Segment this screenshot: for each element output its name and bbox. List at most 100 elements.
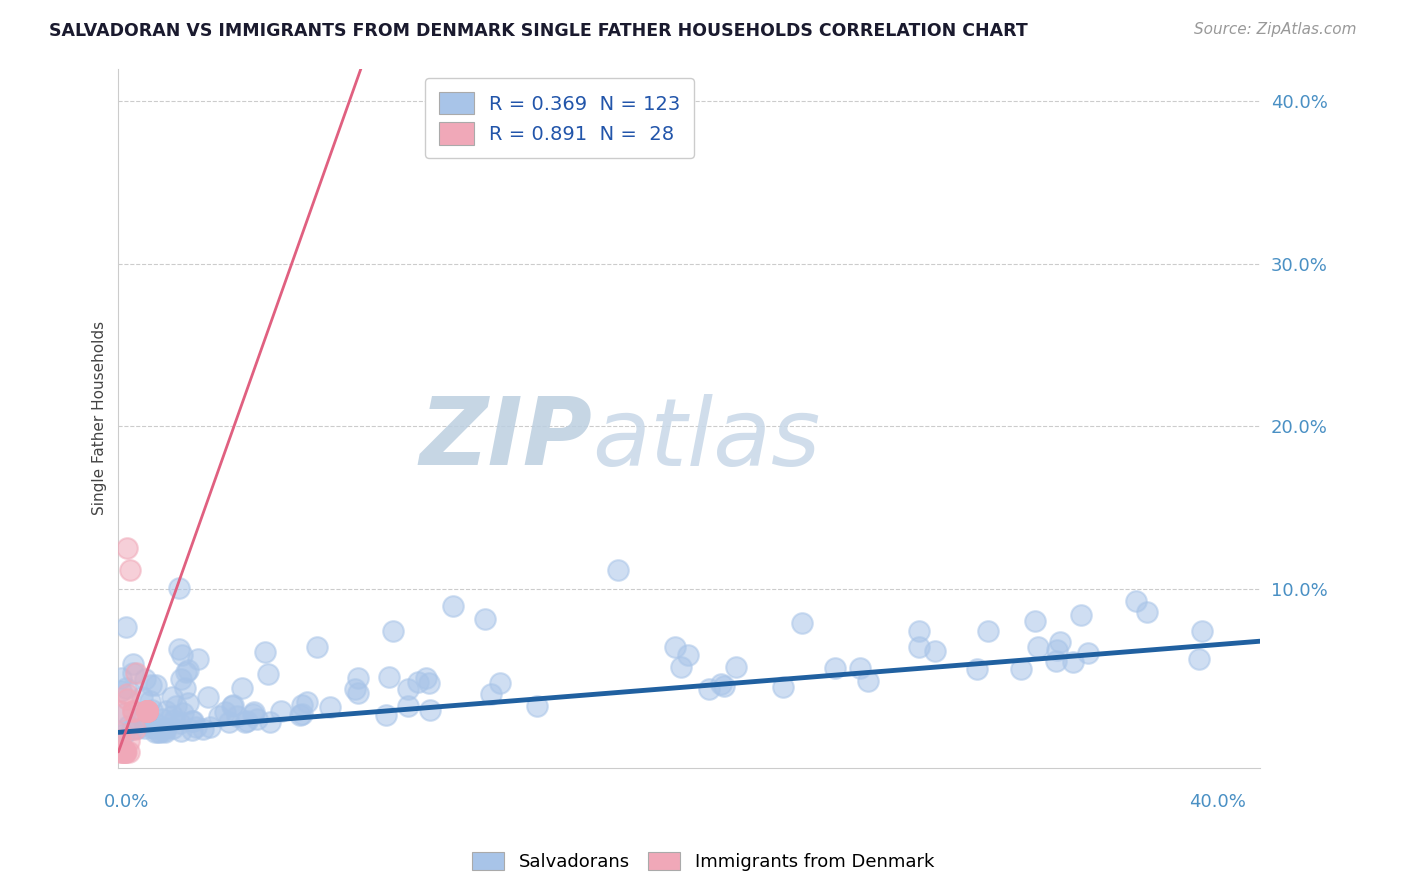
Point (173, 681, 195, 695)
Point (856, 674, 879, 689)
Point (136, 704, 159, 718)
Point (153, 723, 176, 738)
Point (169, 716, 191, 731)
Point (174, 665, 197, 679)
Point (118, 745, 141, 759)
Point (136, 704, 159, 718)
Point (977, 624, 1000, 638)
Point (153, 724, 176, 739)
Point (1077, 646, 1099, 660)
Point (246, 712, 269, 726)
Point (236, 714, 259, 728)
Point (143, 725, 166, 739)
Point (242, 706, 264, 721)
Point (146, 724, 169, 739)
Point (305, 640, 328, 654)
Text: 40.0%: 40.0% (1188, 793, 1246, 811)
Point (114, 745, 136, 759)
Point (257, 666, 280, 681)
Point (697, 682, 720, 697)
Point (488, 676, 510, 690)
Point (233, 714, 256, 729)
Point (139, 678, 162, 692)
Point (181, 723, 204, 737)
Point (344, 681, 367, 696)
Point (669, 660, 692, 674)
Point (141, 703, 163, 717)
Point (163, 713, 186, 727)
Point (187, 652, 209, 666)
Point (824, 661, 846, 675)
Point (112, 743, 135, 757)
Point (710, 676, 733, 690)
Point (172, 648, 194, 662)
Point (121, 704, 143, 718)
Point (218, 715, 240, 730)
Point (115, 541, 138, 556)
Point (118, 734, 141, 748)
Point (181, 714, 204, 729)
Point (676, 648, 699, 662)
Point (153, 721, 176, 735)
Point (112, 727, 135, 741)
Point (115, 692, 138, 706)
Point (127, 721, 149, 735)
Point (162, 721, 184, 735)
Point (155, 704, 177, 718)
Point (772, 681, 794, 695)
Point (474, 612, 496, 626)
Point (226, 709, 249, 723)
Point (1046, 643, 1069, 657)
Point (378, 670, 401, 684)
Point (849, 660, 872, 674)
Point (1070, 607, 1092, 622)
Point (169, 724, 191, 739)
Point (347, 686, 370, 700)
Point (479, 687, 502, 701)
Point (167, 641, 190, 656)
Point (291, 706, 314, 721)
Point (112, 745, 135, 759)
Point (1049, 635, 1071, 649)
Point (110, 672, 132, 686)
Point (160, 690, 183, 704)
Text: Source: ZipAtlas.com: Source: ZipAtlas.com (1194, 22, 1357, 37)
Point (374, 708, 396, 723)
Point (1024, 615, 1046, 629)
Point (136, 704, 159, 718)
Point (1026, 640, 1049, 655)
Point (108, 732, 131, 747)
Point (419, 703, 441, 717)
Point (197, 690, 219, 704)
Point (110, 745, 132, 759)
Point (122, 704, 145, 718)
Point (134, 672, 156, 686)
Point (418, 676, 440, 690)
Point (124, 665, 146, 680)
Point (134, 722, 156, 736)
Point (1010, 662, 1032, 676)
Point (115, 687, 138, 701)
Point (242, 706, 264, 720)
Point (291, 698, 314, 713)
Point (167, 581, 190, 595)
Legend: Salvadorans, Immigrants from Denmark: Salvadorans, Immigrants from Denmark (464, 845, 942, 879)
Point (526, 698, 548, 713)
Point (221, 699, 243, 714)
Point (143, 716, 166, 731)
Point (121, 723, 143, 737)
Point (114, 745, 136, 759)
Point (108, 704, 131, 718)
Legend: R = 0.369  N = 123, R = 0.891  N =  28: R = 0.369 N = 123, R = 0.891 N = 28 (425, 78, 695, 158)
Point (214, 706, 236, 720)
Point (150, 713, 173, 727)
Point (115, 681, 138, 696)
Point (415, 671, 437, 685)
Point (115, 620, 138, 634)
Point (1125, 593, 1147, 607)
Point (406, 675, 429, 690)
Y-axis label: Single Father Households: Single Father Households (93, 321, 107, 516)
Point (396, 698, 419, 713)
Point (165, 698, 187, 713)
Point (136, 704, 159, 718)
